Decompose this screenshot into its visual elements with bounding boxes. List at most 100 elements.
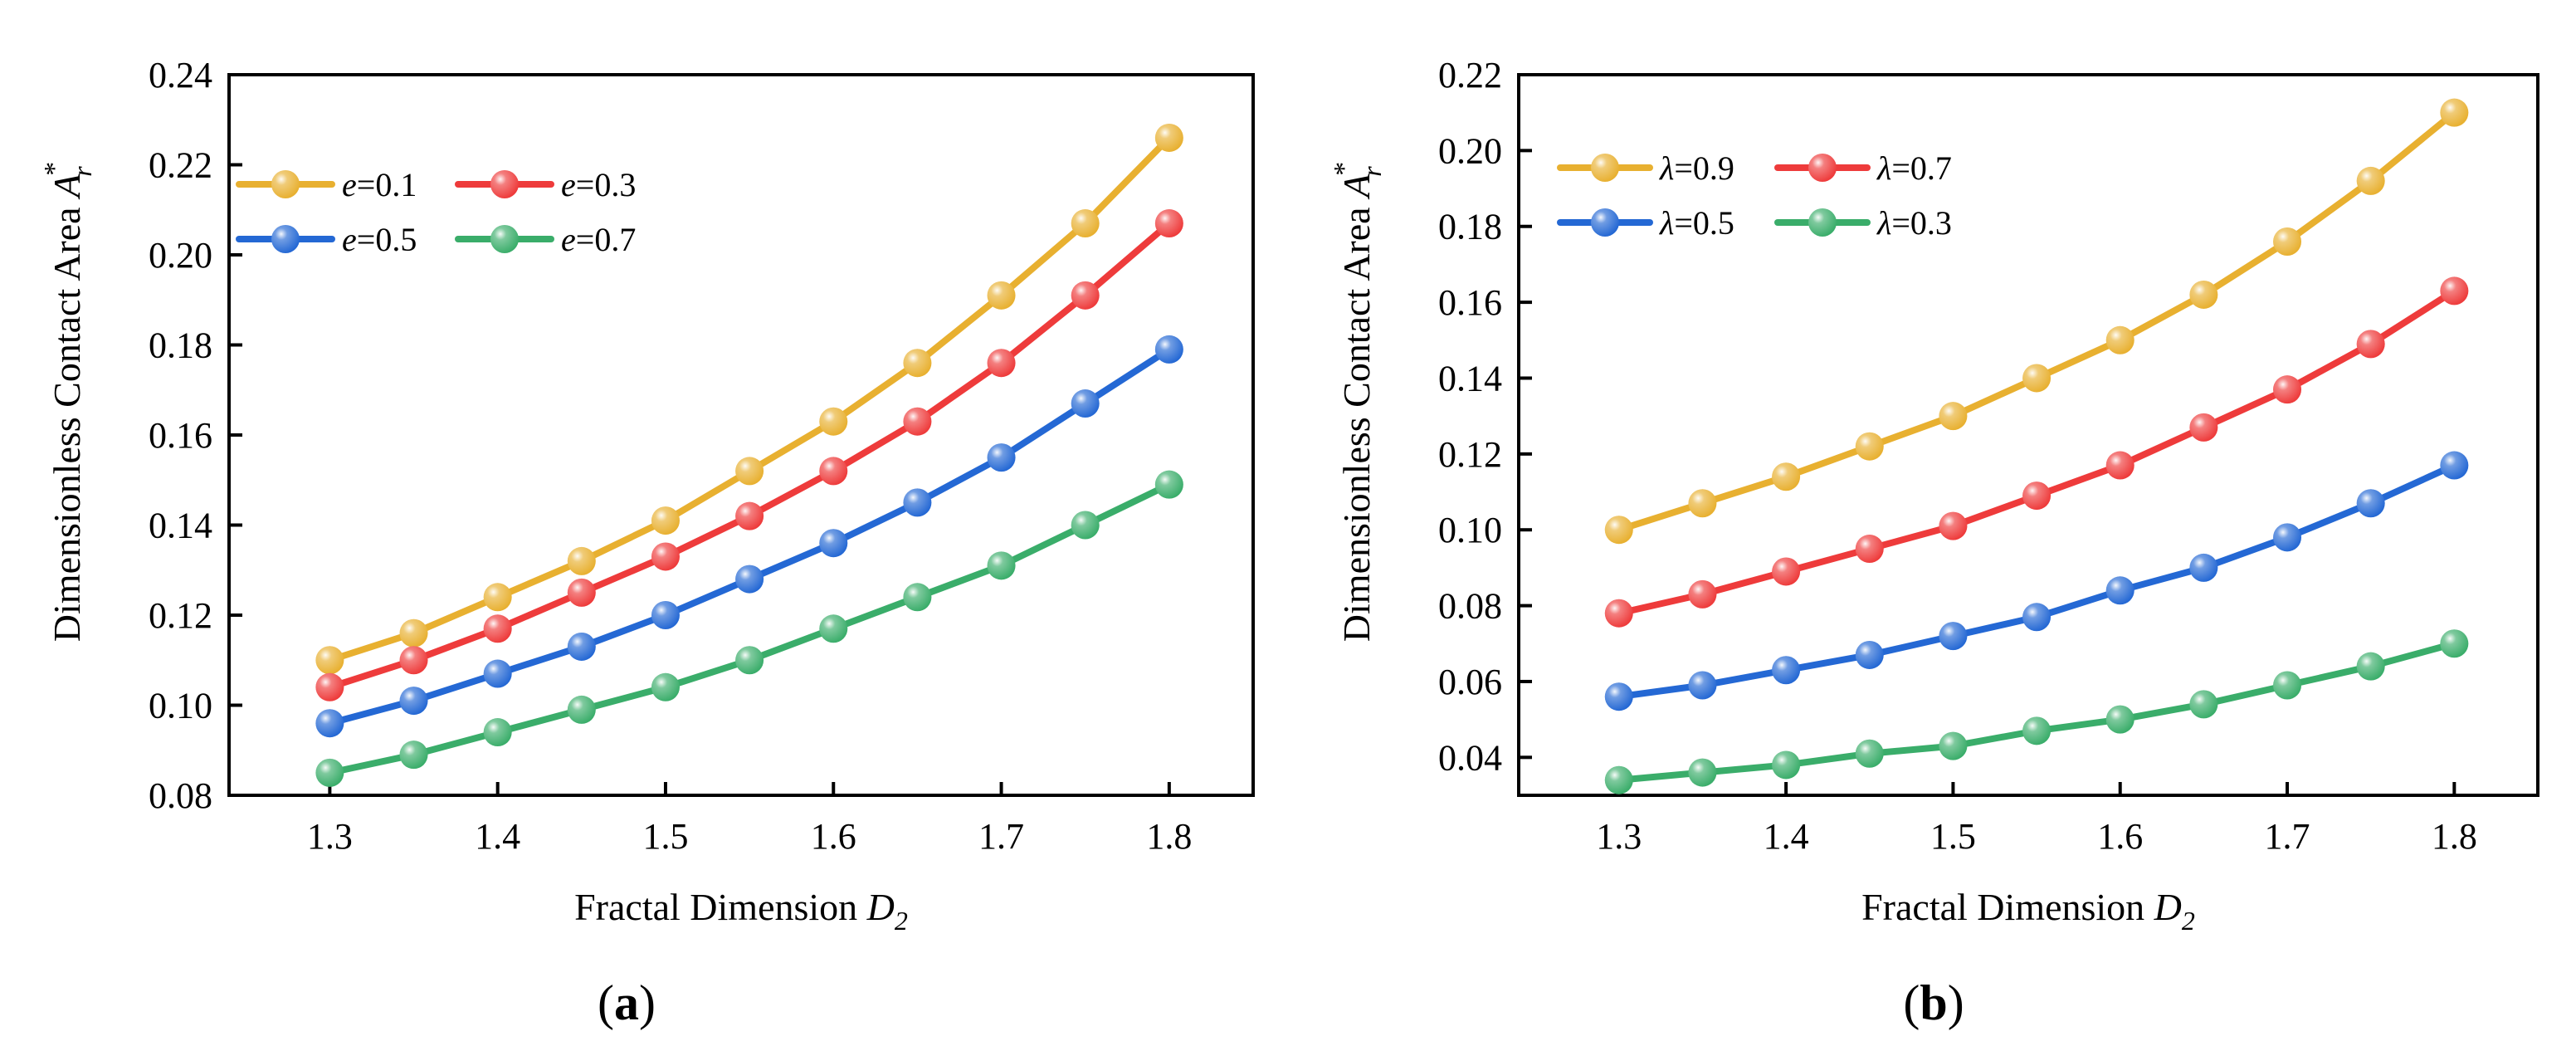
data-point [735, 457, 764, 486]
data-point-shine [1154, 123, 1183, 152]
data-point-shine [2273, 227, 2302, 257]
data-point [651, 542, 680, 571]
data-point [1154, 470, 1183, 499]
y-tick-label: 0.16 [1438, 282, 1502, 323]
data-point [2356, 489, 2385, 518]
data-point [1688, 579, 1717, 609]
data-point [2022, 481, 2052, 511]
data-point-shine [735, 565, 764, 594]
y-tick-label: 0.22 [1438, 55, 1502, 95]
panel-label-open: ( [1903, 975, 1920, 1030]
data-point-shine [483, 583, 512, 612]
legend-label-var: λ [1659, 149, 1674, 187]
data-point-shine [903, 407, 932, 436]
y-axis-title: Dimensionless Contact Area A*r [39, 162, 97, 642]
data-point-shine [2022, 603, 2052, 632]
data-point [483, 659, 512, 688]
legend-label-var: e [561, 221, 576, 258]
data-point [1939, 511, 1968, 540]
data-point-shine [1855, 432, 1884, 461]
data-point [2189, 553, 2218, 582]
data-point [1604, 765, 1633, 794]
y-tick-label: 0.12 [1438, 434, 1502, 475]
data-point [735, 565, 764, 594]
data-point-shine [2440, 276, 2469, 305]
y-axis-title-text: Dimensionless Contact Area [46, 198, 88, 642]
data-point [1154, 335, 1183, 364]
panel-label-open: ( [598, 975, 614, 1030]
data-point-shine [819, 614, 848, 643]
x-tick-label: 1.5 [1930, 816, 1976, 857]
legend-label-var: e [342, 221, 357, 258]
x-axis-title: Fractal Dimension D2 [1861, 886, 2195, 936]
data-point [1688, 758, 1717, 787]
data-point-shine [567, 632, 596, 661]
data-point [2440, 629, 2469, 658]
legend-label-var: e [561, 166, 576, 203]
legend-label-value: =0.9 [1674, 149, 1734, 187]
legend-label: λ=0.3 [1876, 204, 1952, 242]
data-point [903, 349, 932, 378]
series-line [1615, 287, 2458, 617]
x-tick-label: 1.4 [1764, 816, 1809, 857]
x-tick-label: 1.8 [1146, 816, 1192, 857]
y-tick-label: 0.08 [1438, 586, 1502, 627]
data-point-shine [1071, 209, 1100, 238]
data-point [987, 281, 1016, 310]
data-point [567, 546, 596, 575]
data-point [2105, 576, 2134, 605]
data-point [483, 718, 512, 747]
panel-label-close: ) [1948, 975, 1964, 1030]
data-point [2356, 652, 2385, 681]
panel-label-letter: a [614, 975, 639, 1030]
data-point-shine [819, 529, 848, 558]
data-point [2022, 716, 2052, 745]
data-point [819, 407, 848, 436]
legend-label-value: =0.1 [357, 166, 417, 203]
x-tick-label: 1.7 [978, 816, 1024, 857]
series-3 [315, 335, 1183, 738]
data-point-shine [1071, 281, 1100, 310]
data-point [2356, 166, 2385, 195]
data-point-shine [2105, 325, 2134, 354]
data-point-shine [2105, 576, 2134, 605]
x-axis-title-sub: 2 [2182, 906, 2195, 936]
legend-entry: λ=0.9 [1557, 149, 1734, 187]
panel-label: (b) [1903, 975, 1964, 1030]
legend-label-var: λ [1659, 204, 1674, 242]
data-point-shine [987, 281, 1016, 310]
data-point [2440, 276, 2469, 305]
data-point [1071, 511, 1100, 540]
legend-label: e=0.5 [342, 221, 417, 258]
data-point-shine [2189, 280, 2218, 309]
data-point-shine [483, 718, 512, 747]
legend-label: λ=0.5 [1659, 204, 1734, 242]
data-point-shine [1939, 622, 1968, 651]
x-axis-title: Fractal Dimension D2 [574, 886, 908, 936]
data-point-shine [2440, 629, 2469, 658]
data-point-shine [483, 614, 512, 643]
series-2 [1604, 276, 2469, 628]
data-point [2105, 451, 2134, 480]
data-point [1604, 516, 1633, 545]
data-point-shine [1772, 462, 1801, 491]
data-point-shine [1688, 579, 1717, 609]
x-tick-label: 1.4 [475, 816, 520, 857]
legend-entry: λ=0.7 [1774, 149, 1952, 187]
data-point-shine [1604, 599, 1633, 628]
data-point-shine [2273, 671, 2302, 700]
y-tick-label: 0.20 [149, 235, 212, 276]
data-point [567, 632, 596, 661]
legend-label-var: e [342, 166, 357, 203]
y-tick-label: 0.04 [1438, 737, 1502, 778]
data-point [2105, 705, 2134, 734]
data-point-shine [2273, 375, 2302, 404]
series-line [1615, 640, 2458, 784]
y-tick-label: 0.18 [1438, 207, 1502, 247]
data-point-shine [1604, 682, 1633, 711]
data-point-shine [1939, 402, 1968, 431]
data-point-shine [1772, 750, 1801, 780]
data-point [1772, 656, 1801, 685]
y-tick-label: 0.22 [149, 145, 212, 186]
plot-frame [1517, 73, 2539, 797]
